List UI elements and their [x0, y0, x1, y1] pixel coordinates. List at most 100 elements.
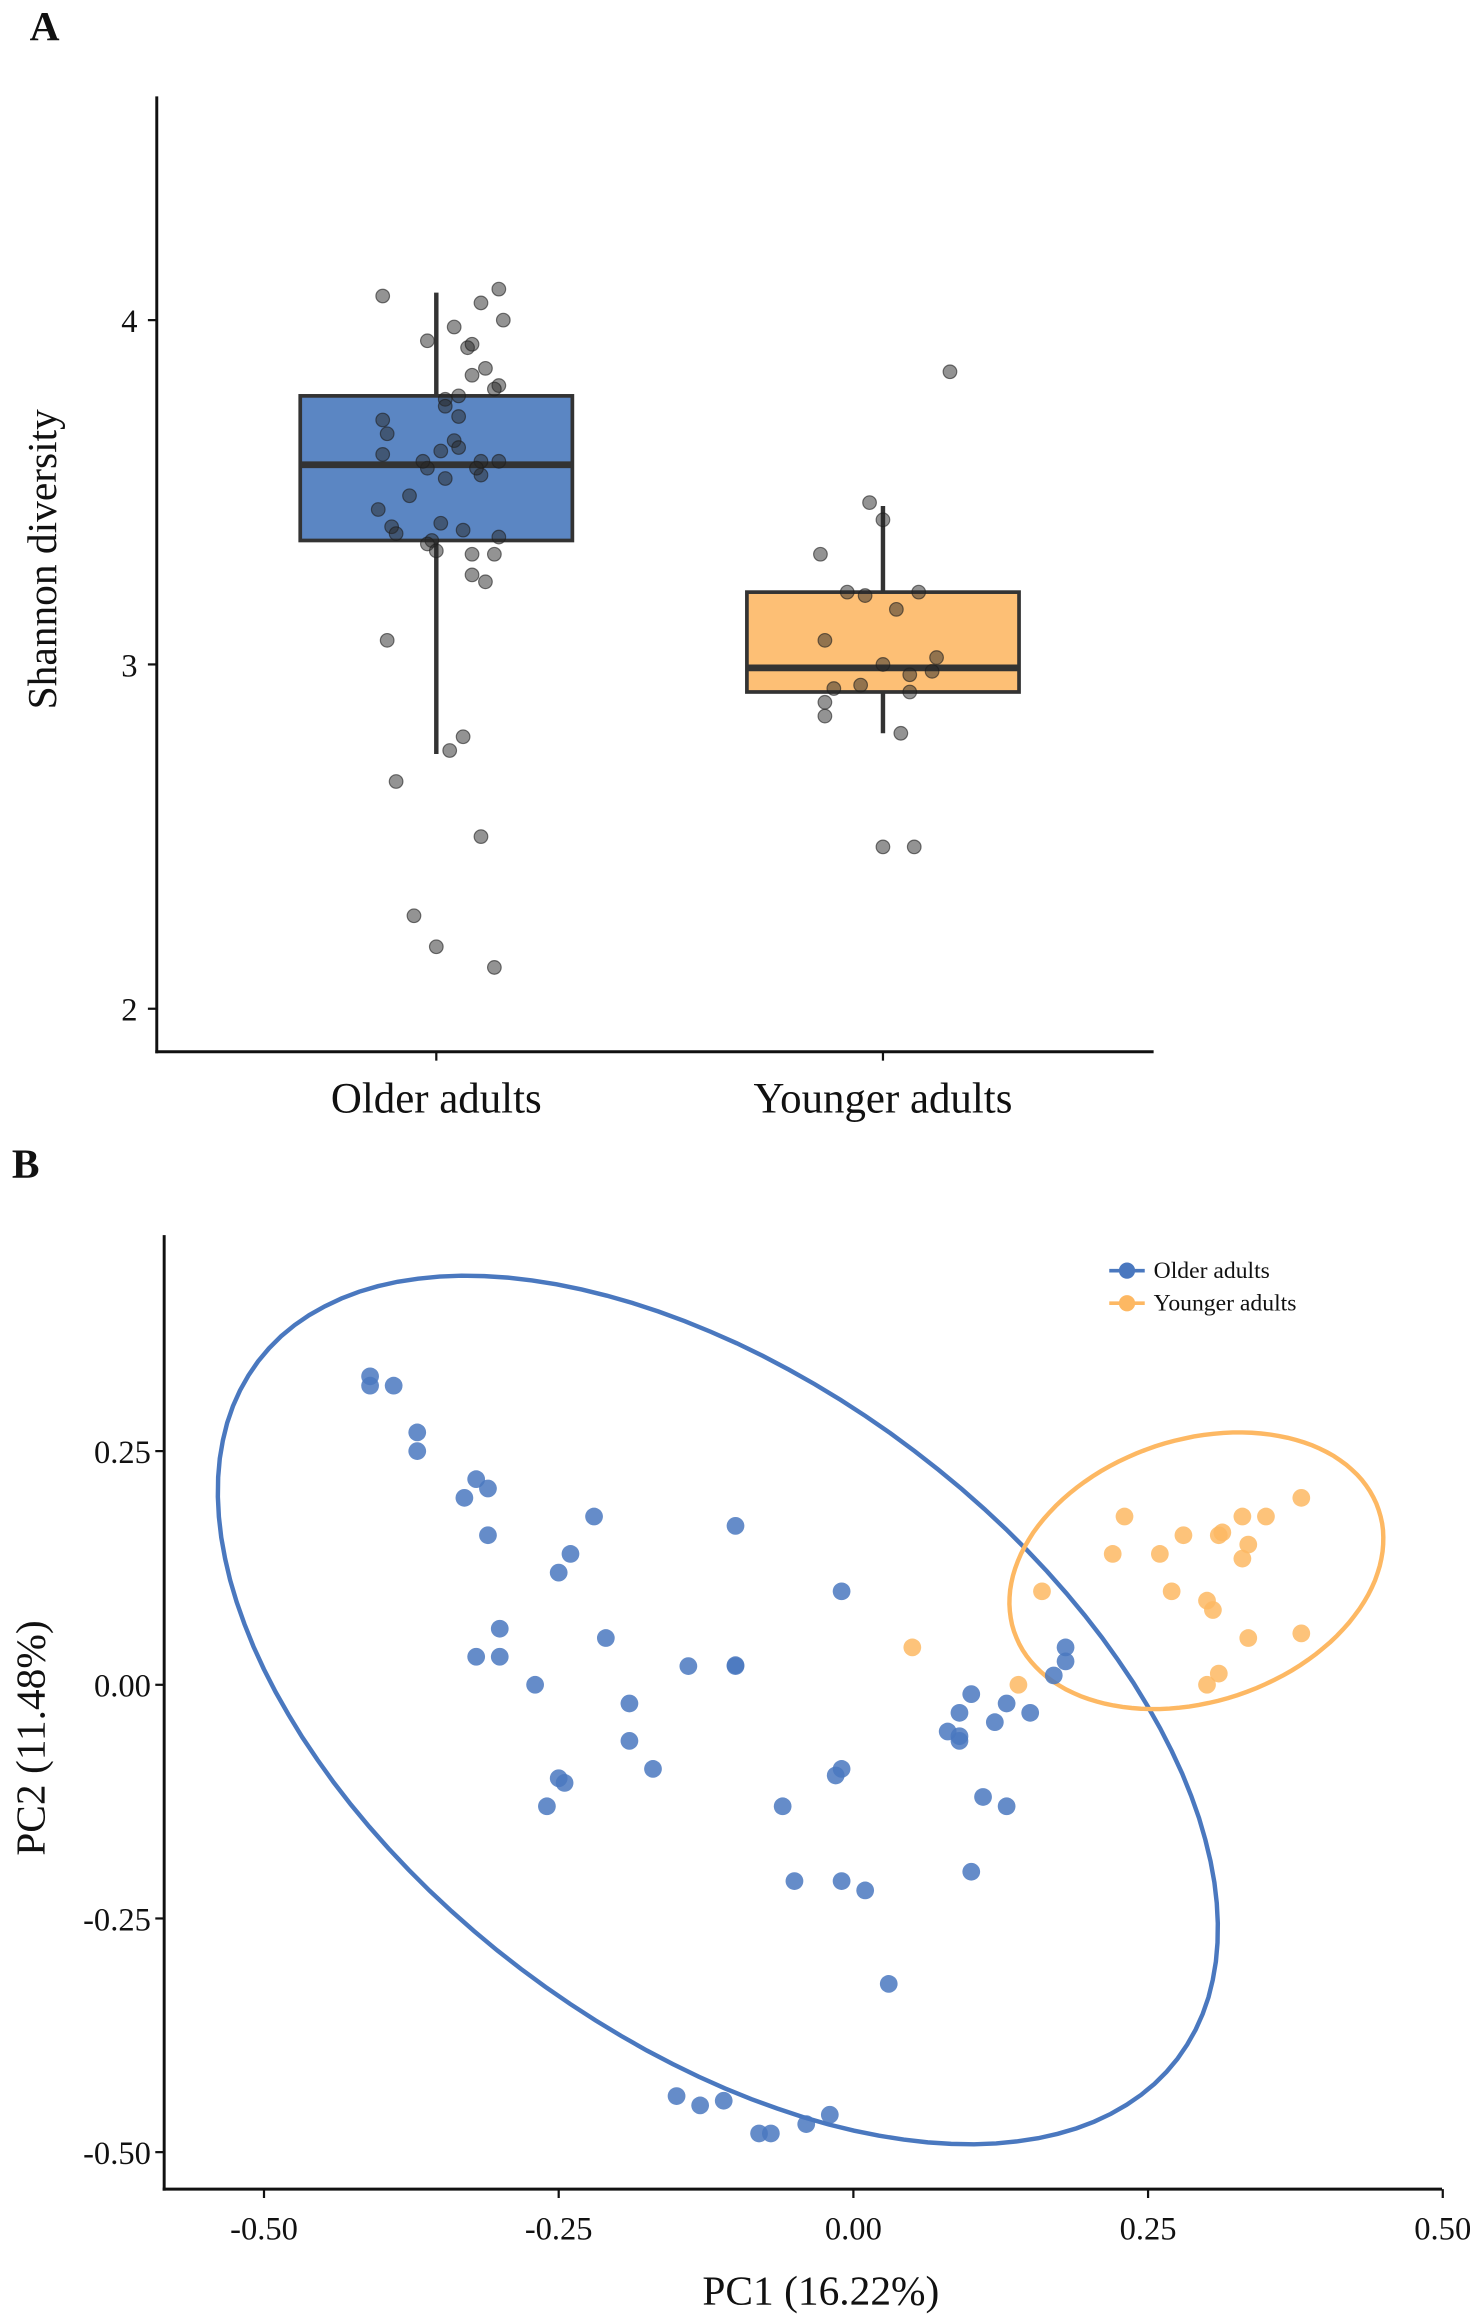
data-point [817, 632, 833, 648]
x-axis-label: PC1 (16.22%) [702, 2267, 939, 2314]
legend-label: Older adults [1154, 1258, 1270, 1284]
boxplot-panel: 2 3 4 Older adults Younger adults Shannon d… [19, 96, 1154, 1122]
data-point [478, 360, 493, 376]
data-point [862, 495, 877, 511]
data-point [839, 584, 855, 600]
data-point [486, 960, 502, 975]
data-point [451, 409, 467, 424]
data-point [1044, 1666, 1063, 1685]
data-point [1239, 1535, 1258, 1554]
data-point [555, 1774, 574, 1792]
ellipse-younger [1007, 1430, 1386, 1712]
data-point [437, 471, 453, 486]
data-point [1292, 1488, 1311, 1507]
data-point [479, 1479, 497, 1498]
box-younger [745, 590, 1021, 694]
data-point [817, 708, 833, 724]
data-point [1233, 1549, 1252, 1568]
data-point [526, 1675, 544, 1694]
data-point [1239, 1629, 1258, 1647]
data-point [1213, 1523, 1232, 1542]
data-point [486, 546, 502, 562]
data-point [714, 2091, 733, 2110]
data-point [726, 1656, 745, 1675]
data-point [997, 1694, 1016, 1713]
data-point [473, 829, 489, 844]
data-point [1056, 1638, 1075, 1657]
data-point [773, 1797, 792, 1816]
data-point [491, 453, 507, 469]
data-point [433, 443, 449, 459]
data-point [1257, 1507, 1275, 1526]
data-point [596, 1629, 615, 1647]
confidence-ellipses [215, 1273, 1386, 2147]
y-ticks: 2 3 4 [121, 304, 157, 1029]
data-point [879, 1975, 898, 1993]
panel-label-b: B [12, 1140, 40, 1186]
data-point [620, 1694, 639, 1713]
data-point [469, 460, 484, 476]
data-point [911, 584, 927, 600]
data-point [478, 574, 493, 590]
data-point [379, 426, 395, 442]
data-point [903, 1638, 922, 1657]
data-point [549, 1563, 568, 1582]
data-point [906, 839, 922, 855]
data-point [942, 364, 958, 380]
panel-label-a: A [30, 3, 60, 49]
data-point [1150, 1545, 1169, 1563]
x-tick-label: Older adults [331, 1075, 542, 1122]
data-point [1209, 1664, 1228, 1683]
data-point [679, 1657, 698, 1675]
legend: Older adults Younger adults [1109, 1258, 1296, 1317]
data-point [585, 1507, 603, 1526]
data-point [856, 1881, 875, 1900]
jitter-points [370, 281, 958, 975]
data-point [442, 743, 458, 758]
data-point [888, 601, 904, 617]
data-point [538, 1797, 556, 1816]
data-point [455, 522, 471, 538]
data-point [455, 1488, 474, 1507]
data-point [813, 546, 828, 562]
data-point [875, 657, 891, 672]
data-point [446, 319, 462, 335]
data-point [817, 694, 833, 710]
x-tick-label: 0.50 [1414, 2211, 1471, 2247]
data-point [384, 1376, 403, 1395]
data-point [451, 440, 467, 455]
data-point [1115, 1507, 1134, 1526]
data-point [726, 1517, 745, 1535]
pca-panel: -0.50 -0.25 0.00 0.25 -0.50 -0.25 0.00 0.25 0.5… [7, 1235, 1471, 2314]
data-point [1162, 1582, 1181, 1601]
data-point [1204, 1601, 1222, 1619]
y-tick-label: -0.25 [83, 1902, 151, 1938]
data-point [691, 2096, 710, 2115]
data-point [561, 1545, 580, 1563]
x-tick-label: -0.25 [525, 2211, 593, 2247]
data-point [853, 677, 869, 693]
x-tick-label: 0.25 [1120, 2211, 1177, 2247]
data-point [826, 1766, 845, 1785]
data-point [1198, 1675, 1216, 1694]
data-point [375, 412, 391, 428]
x-ticks: -0.50 -0.25 0.00 0.25 0.50 [230, 2189, 1471, 2247]
data-point [464, 336, 480, 352]
data-point [464, 546, 480, 562]
data-point [370, 502, 386, 517]
data-point [490, 1647, 509, 1666]
data-point [902, 667, 918, 683]
y-tick-label: 0.00 [94, 1669, 151, 1705]
data-point [1021, 1703, 1040, 1722]
data-point [857, 588, 873, 603]
y-tick-label: 3 [121, 648, 137, 684]
data-point [479, 1526, 497, 1545]
legend-label: Younger adults [1154, 1291, 1297, 1317]
data-point [820, 2105, 839, 2124]
x-tick-label: Younger adults [754, 1075, 1013, 1122]
data-point [433, 515, 449, 531]
data-point [832, 1582, 851, 1601]
data-point [491, 281, 507, 297]
scatter-points [361, 1367, 1311, 2143]
ellipse-older [215, 1273, 1221, 2147]
